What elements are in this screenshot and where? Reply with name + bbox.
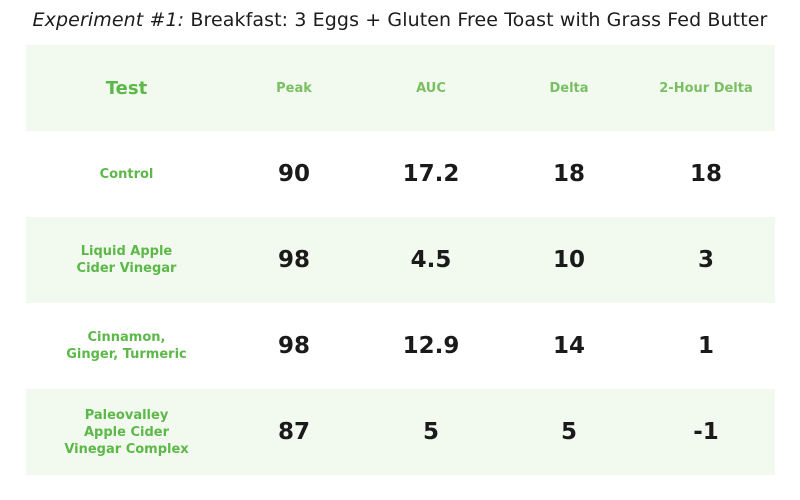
title-experiment-label: Experiment #1: xyxy=(32,9,185,31)
peak-value: 98 xyxy=(277,333,310,359)
column-header-2-hour-delta: 2-Hour Delta xyxy=(659,80,753,96)
column-header-peak: Peak xyxy=(276,80,312,96)
row-label: Control xyxy=(99,166,154,182)
peak-value: 98 xyxy=(277,247,310,273)
peak-value: 87 xyxy=(277,419,310,445)
column-header-auc: AUC xyxy=(416,80,446,96)
table-row: Liquid Apple Cider Vinegar 98 4.5 10 3 xyxy=(26,217,775,303)
peak-value: 90 xyxy=(277,161,310,187)
delta-value: 14 xyxy=(552,333,585,359)
column-header-delta: Delta xyxy=(549,80,589,96)
title-description: Breakfast: 3 Eggs + Gluten Free Toast wi… xyxy=(184,9,768,31)
two-hour-delta-value: -1 xyxy=(693,419,719,445)
auc-value: 17.2 xyxy=(402,161,460,187)
delta-value: 18 xyxy=(552,161,585,187)
table-row: Control 90 17.2 18 18 xyxy=(26,131,775,217)
auc-value: 5 xyxy=(422,419,439,445)
table-row: Paleovalley Apple Cider Vinegar Complex … xyxy=(26,389,775,475)
two-hour-delta-value: 3 xyxy=(697,247,714,273)
delta-value: 10 xyxy=(552,247,585,273)
row-label: Paleovalley Apple Cider Vinegar Complex xyxy=(64,407,189,457)
two-hour-delta-value: 18 xyxy=(689,161,722,187)
row-label: Liquid Apple Cider Vinegar xyxy=(76,244,177,276)
page-title: Experiment #1: Breakfast: 3 Eggs + Glute… xyxy=(0,9,800,31)
table-header-row: Test Peak AUC Delta 2-Hour Delta xyxy=(26,45,775,131)
auc-value: 12.9 xyxy=(402,333,460,359)
results-table: Test Peak AUC Delta 2-Hour Delta Control… xyxy=(26,45,775,475)
table-row: Cinnamon, Ginger, Turmeric 98 12.9 14 1 xyxy=(26,303,775,389)
delta-value: 5 xyxy=(560,419,577,445)
two-hour-delta-value: 1 xyxy=(697,333,714,359)
column-header-test: Test xyxy=(105,77,148,99)
row-label: Cinnamon, Ginger, Turmeric xyxy=(66,330,187,362)
auc-value: 4.5 xyxy=(410,247,452,273)
